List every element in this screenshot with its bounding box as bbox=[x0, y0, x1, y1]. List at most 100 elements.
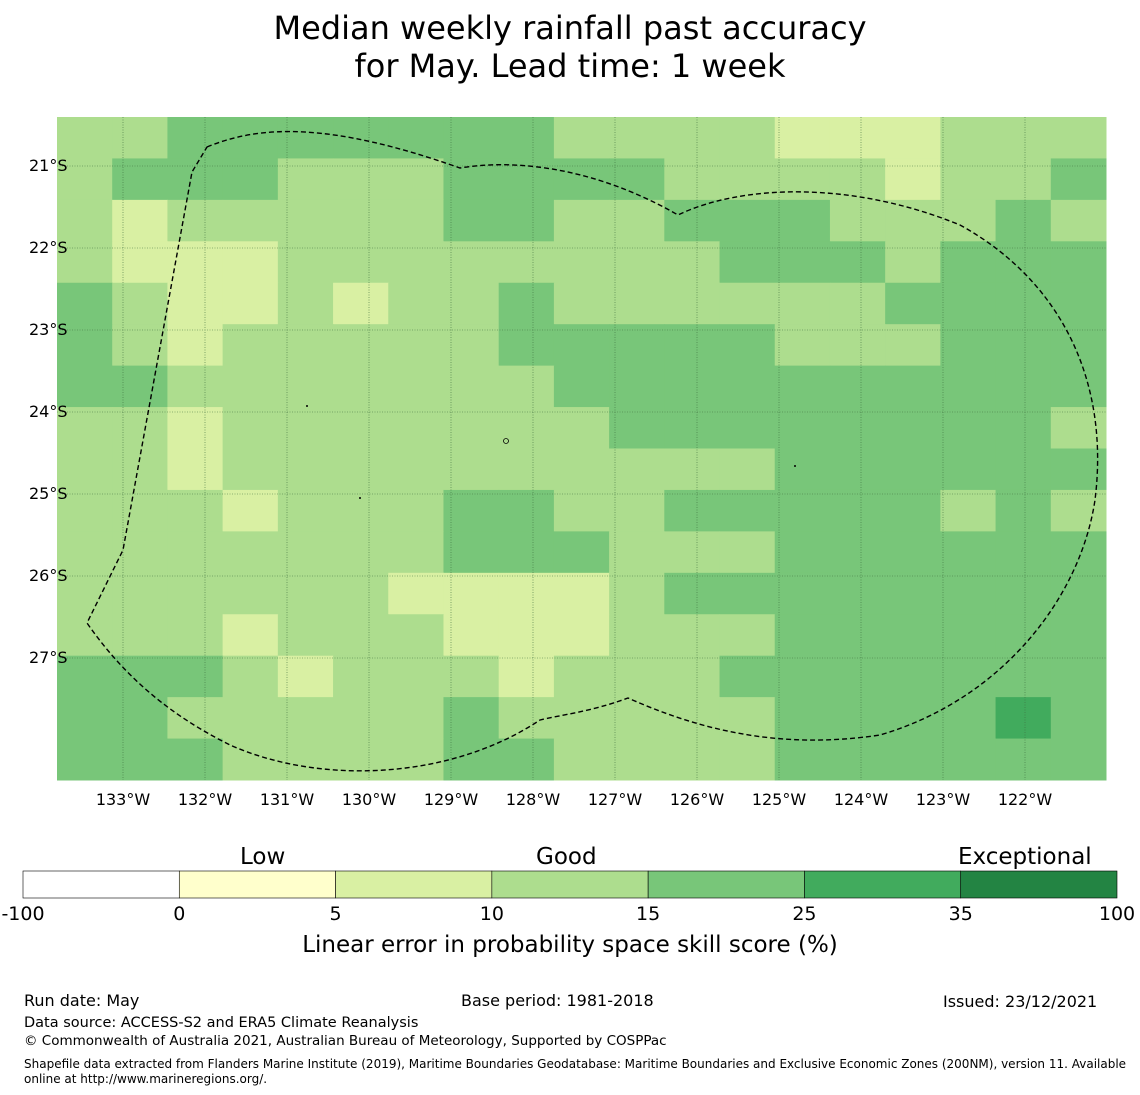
grid-cell bbox=[222, 365, 279, 408]
grid-cell bbox=[940, 738, 997, 781]
grid-cell bbox=[719, 324, 776, 367]
grid-cell bbox=[885, 614, 941, 657]
grid-cell bbox=[719, 407, 776, 449]
grid-cell bbox=[609, 655, 665, 698]
grid-cell bbox=[553, 531, 610, 574]
grid-cell bbox=[57, 324, 113, 367]
grid-cell bbox=[112, 324, 168, 367]
grid-cell bbox=[57, 407, 113, 449]
grid-cell bbox=[333, 241, 389, 284]
grid-cell bbox=[664, 655, 721, 698]
grid-cell bbox=[222, 282, 279, 325]
grid-cell bbox=[995, 448, 1052, 491]
grid-cell bbox=[388, 241, 444, 284]
grid-cell bbox=[167, 572, 224, 615]
grid-cell bbox=[553, 655, 610, 698]
grid-cell bbox=[222, 655, 279, 698]
grid-cell bbox=[167, 199, 224, 242]
grid-cell bbox=[609, 282, 665, 325]
grid-cell bbox=[333, 158, 389, 201]
grid-cell bbox=[167, 241, 224, 284]
grid-cell bbox=[885, 531, 941, 574]
grid-cell bbox=[553, 365, 610, 408]
longitude-label: 133°W bbox=[95, 790, 151, 809]
grid-cell bbox=[443, 282, 500, 325]
grid-cell bbox=[167, 407, 224, 449]
grid-cell bbox=[388, 158, 444, 201]
grid-cell bbox=[553, 572, 610, 615]
grid-cell bbox=[167, 738, 224, 781]
grid-cell bbox=[885, 448, 941, 491]
latitude-label: 21°S bbox=[29, 156, 68, 175]
grid-cell bbox=[885, 117, 941, 159]
grid-cell bbox=[388, 738, 444, 781]
grid-cell bbox=[609, 117, 665, 159]
grid-cell bbox=[112, 738, 168, 781]
grid-cell bbox=[443, 738, 500, 781]
grid-cell bbox=[112, 531, 168, 574]
grid-cell bbox=[553, 738, 610, 781]
grid-cell bbox=[553, 117, 610, 159]
grid-cell bbox=[167, 117, 224, 159]
colorbar-bin bbox=[804, 870, 962, 899]
grid-cell bbox=[829, 158, 886, 201]
grid-cell bbox=[1050, 407, 1107, 449]
longitude-label: 131°W bbox=[259, 790, 315, 809]
grid-cells bbox=[57, 117, 1107, 781]
grid-cell bbox=[443, 199, 500, 242]
grid-cell bbox=[609, 199, 665, 242]
grid-cell bbox=[277, 531, 334, 574]
grid-cell bbox=[57, 199, 113, 242]
grid-cell bbox=[57, 117, 113, 159]
grid-cell bbox=[57, 531, 113, 574]
island bbox=[503, 438, 509, 444]
colorbar-bin bbox=[22, 870, 180, 899]
grid-cell bbox=[774, 489, 831, 532]
grid-cell bbox=[995, 199, 1052, 242]
grid-cell bbox=[112, 241, 168, 284]
longitude-label: 129°W bbox=[423, 790, 479, 809]
grid-cell bbox=[719, 448, 776, 491]
grid-cell bbox=[719, 199, 776, 242]
grid-cell bbox=[829, 614, 886, 657]
grid-cell bbox=[829, 572, 886, 615]
colorbar-bin bbox=[178, 870, 336, 899]
colorbar-label: Linear error in probability space skill … bbox=[302, 932, 838, 958]
grid-cell bbox=[1050, 655, 1107, 698]
grid-cell bbox=[57, 241, 113, 284]
grid-cell bbox=[333, 448, 389, 491]
grid-cell bbox=[553, 489, 610, 532]
grid-cell bbox=[277, 489, 334, 532]
colorbar-tick-label: 5 bbox=[329, 903, 342, 925]
grid-cell bbox=[112, 489, 168, 532]
grid-cell bbox=[995, 531, 1052, 574]
grid-cell bbox=[774, 282, 831, 325]
grid-cell bbox=[333, 531, 389, 574]
grid-cell bbox=[57, 489, 113, 532]
grid-cell bbox=[885, 407, 941, 449]
island bbox=[306, 405, 308, 407]
grid-cell bbox=[940, 158, 997, 201]
grid-cell bbox=[498, 199, 555, 242]
grid-cell bbox=[885, 241, 941, 284]
grid-cell bbox=[719, 489, 776, 532]
grid-cell bbox=[774, 117, 831, 159]
grid-cell bbox=[885, 697, 941, 740]
colorbar-tick-label: -100 bbox=[1, 903, 45, 925]
colorbar-bin bbox=[960, 870, 1118, 899]
grid-cell bbox=[498, 572, 555, 615]
colorbar-bin bbox=[335, 870, 493, 899]
grid-cell bbox=[940, 365, 997, 408]
grid-cell bbox=[940, 448, 997, 491]
grid-cell bbox=[553, 199, 610, 242]
grid-cell bbox=[1050, 117, 1107, 159]
grid-cell bbox=[553, 241, 610, 284]
grid-cell bbox=[995, 572, 1052, 615]
grid-cell bbox=[940, 489, 997, 532]
grid-cell bbox=[112, 365, 168, 408]
grid-cell bbox=[167, 614, 224, 657]
grid-cell bbox=[995, 489, 1052, 532]
grid-cell bbox=[443, 241, 500, 284]
grid-cell bbox=[57, 655, 113, 698]
grid-cell bbox=[277, 614, 334, 657]
